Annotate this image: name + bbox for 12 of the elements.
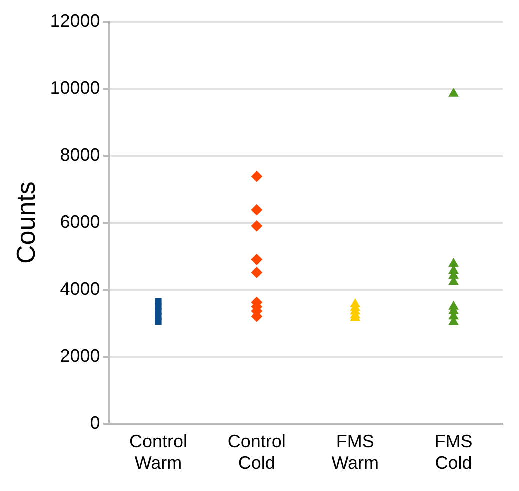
y-tick-label: 0 — [90, 412, 100, 433]
y-tick-label: 10000 — [50, 78, 100, 98]
y-tick-label: 8000 — [60, 144, 100, 165]
x-tick-label: Control Warm — [129, 432, 188, 474]
y-axis-title: Counts — [10, 182, 41, 264]
y-tick-label: 2000 — [60, 346, 100, 366]
y-tick-label: 4000 — [60, 278, 100, 299]
y-tick-label: 6000 — [60, 212, 100, 232]
x-tick-label: FMS Warm — [332, 432, 380, 474]
x-tick-label: FMS Cold — [434, 432, 473, 474]
y-tick-label: 12000 — [50, 10, 100, 31]
x-tick-label: Control Cold — [228, 432, 286, 474]
